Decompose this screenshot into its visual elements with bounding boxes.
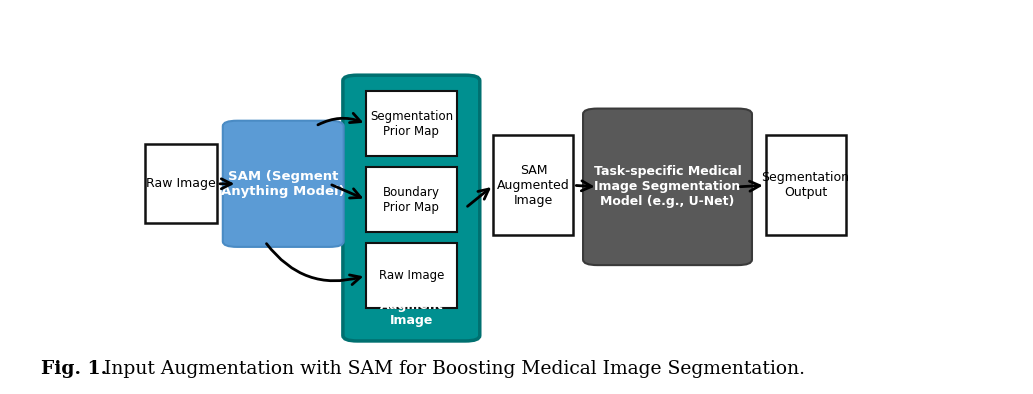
FancyBboxPatch shape: [583, 109, 752, 265]
Text: Augment
Image: Augment Image: [379, 299, 443, 327]
FancyBboxPatch shape: [343, 75, 479, 341]
FancyBboxPatch shape: [765, 135, 846, 235]
FancyBboxPatch shape: [223, 121, 344, 247]
FancyBboxPatch shape: [494, 135, 573, 235]
Text: Segmentation
Prior Map: Segmentation Prior Map: [370, 110, 452, 138]
FancyBboxPatch shape: [366, 91, 457, 156]
FancyBboxPatch shape: [366, 167, 457, 232]
FancyBboxPatch shape: [145, 144, 217, 223]
Text: Input Augmentation with SAM for Boosting Medical Image Segmentation.: Input Augmentation with SAM for Boosting…: [98, 360, 805, 378]
Text: Raw Image: Raw Image: [379, 269, 444, 282]
Text: SAM (Segment
Anything Model): SAM (Segment Anything Model): [221, 170, 345, 198]
Text: Task-specific Medical
Image Segmentation
Model (e.g., U-Net): Task-specific Medical Image Segmentation…: [594, 165, 742, 208]
Text: SAM
Augmented
Image: SAM Augmented Image: [497, 164, 570, 207]
Text: Raw Image: Raw Image: [147, 177, 216, 190]
Text: Fig. 1.: Fig. 1.: [41, 360, 107, 378]
FancyBboxPatch shape: [366, 243, 457, 308]
Text: Boundary
Prior Map: Boundary Prior Map: [383, 186, 440, 214]
Text: Segmentation
Output: Segmentation Output: [761, 171, 849, 199]
